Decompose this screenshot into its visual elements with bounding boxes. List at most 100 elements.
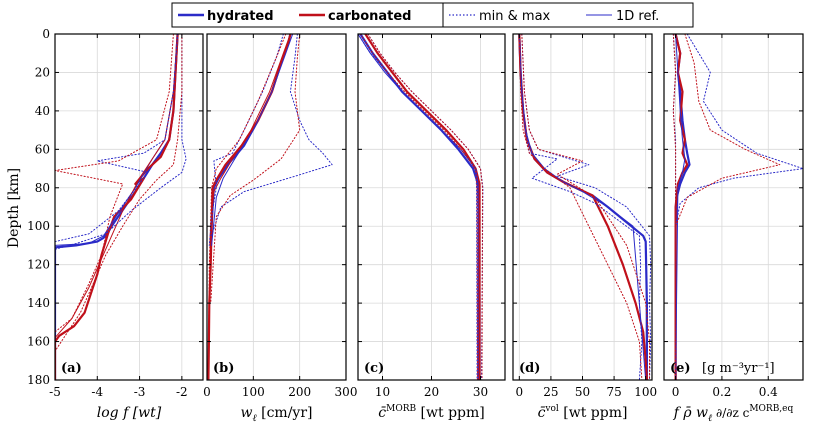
- panel-b: 0 100 200 300 (b) wℓ [cm/yr]: [203, 33, 358, 424]
- panel-e-line-hydrated-max: [675, 34, 803, 227]
- panel-c-xtick-label-2: 30: [473, 385, 488, 399]
- panel-b-tag: (b): [213, 361, 234, 376]
- panel-c-line-carbonated-max: [367, 34, 483, 380]
- panel-b-line-hydrated-min: [208, 34, 284, 246]
- y-tick-label-3: 60: [35, 142, 50, 156]
- panel-c-series: [358, 34, 484, 380]
- panel-e-xtick-label-1: 0.2: [712, 385, 731, 399]
- panel-b-line-carbonated-max: [210, 34, 301, 304]
- panel-a-line-carbonated-min: [55, 34, 174, 380]
- panel-e-line-carbonated-max: [675, 34, 781, 227]
- panel-b-line-carbonated-min: [207, 34, 287, 380]
- panel-d-xlabel-part-0: c̄: [538, 405, 546, 421]
- panel-e-line-carbonated-min: [672, 34, 677, 380]
- legend-right-frame: [442, 2, 694, 28]
- panel-e: 0 0.2 0.4 (e) [g m⁻³yr⁻¹] f ρ̄ wℓ ∂/∂z cMORB,…: [663, 33, 804, 424]
- panel-a-xtick-label-2: -3: [134, 385, 146, 399]
- panel-c-xlabel-part-0: c̄: [378, 405, 386, 421]
- panel-c-xlabel-part-1: MORB: [386, 404, 416, 414]
- panel-d-tag: (d): [519, 361, 540, 376]
- panel-d-xtick-label-1: 25: [543, 385, 558, 399]
- panel-e-series: [672, 34, 803, 380]
- y-axis-label: Depth [km]: [6, 168, 22, 248]
- panel-b-xtick-label-2: 200: [288, 385, 311, 399]
- panel-a-line-carbonated: [55, 34, 179, 380]
- panel-e-xtick-label-2: 0.4: [759, 385, 778, 399]
- panel-d-xlabel-part-1: vol: [544, 404, 559, 414]
- panel-b-xlabel-part-0: w: [241, 405, 253, 421]
- panel-b-xtick-label-1: 100: [242, 385, 265, 399]
- y-tick-label-0: 0: [42, 27, 50, 41]
- panel-e-xlabel-part-1: ℓ: [708, 413, 712, 424]
- panel-d-xlabel: c̄vol [wt ppm]: [538, 404, 628, 421]
- panel-d-xlabel-part-2: [wt ppm]: [559, 405, 628, 421]
- panel-e-xlabel-part-0: f ρ̄ w: [673, 405, 708, 421]
- panel-b-background: [207, 34, 346, 380]
- legend-right: min & max 1D ref.: [442, 2, 694, 28]
- panel-e-unit: [g m⁻³yr⁻¹]: [702, 361, 775, 376]
- panel-e-background: [664, 34, 803, 380]
- panel-c-line-hydrated-1d-ref-: [358, 34, 479, 380]
- panel-a-xtick-label-1: -4: [91, 385, 103, 399]
- panel-e-xlabel-part-3: MORB,eq: [749, 404, 793, 414]
- y-tick-label-8: 160: [27, 335, 50, 349]
- legend-left: hydrated carbonated: [171, 2, 444, 28]
- panel-a-xtick-label-3: -2: [176, 385, 188, 399]
- panel-c-xlabel: c̄MORB [wt ppm]: [378, 404, 484, 421]
- panel-a-xtick-label-0: -5: [49, 385, 61, 399]
- panel-a-line-carbonated-1d-ref-: [55, 34, 179, 380]
- y-tick-label-5: 100: [27, 219, 50, 233]
- panel-c-line-hydrated-min: [358, 34, 478, 380]
- panel-c: 10 20 30 (c) c̄MORB [wt ppm]: [357, 33, 506, 421]
- panel-b-xlabel-part-2: [cm/yr]: [257, 405, 313, 421]
- panel-b-frame: [206, 33, 347, 381]
- panel-e-xlabel-part-2: ∂/∂z c: [712, 406, 749, 420]
- panel-d-xtick-label-2: 50: [575, 385, 590, 399]
- legend-minmax-label: min & max: [479, 9, 551, 24]
- panel-a-tag: (a): [61, 361, 82, 376]
- panel-a-series: [55, 34, 187, 380]
- y-tick-label-1: 20: [35, 65, 50, 79]
- y-tick-label-2: 40: [35, 104, 50, 118]
- panel-b-line-hydrated-1d-ref-: [211, 34, 294, 246]
- panel-c-line-carbonated-min: [359, 34, 479, 380]
- panel-d-xtick-label-0: 0: [515, 385, 523, 399]
- panel-d-xtick-label-4: 100: [634, 385, 657, 399]
- panel-e-frame: [663, 33, 804, 381]
- y-tick-label-9: 180: [27, 373, 50, 387]
- panel-a-line-hydrated-max: [55, 34, 187, 380]
- legend-hydrated-label: hydrated: [207, 9, 274, 24]
- panel-b-xtick-label-0: 0: [203, 385, 211, 399]
- panel-a-frame: [54, 33, 204, 381]
- legend-carbonated-label: carbonated: [328, 9, 412, 24]
- panel-d-line-carbonated-max: [521, 34, 650, 380]
- panel-b-series: [207, 34, 333, 380]
- panel-b-xlabel-part-1: ℓ: [253, 413, 257, 424]
- panel-c-xlabel-part-2: [wt ppm]: [416, 405, 485, 421]
- panel-b-line-hydrated-max: [211, 34, 333, 237]
- panel-c-xtick-label-1: 20: [424, 385, 439, 399]
- panel-c-line-carbonated: [364, 34, 481, 380]
- panel-b-xtick-label-3: 300: [335, 385, 358, 399]
- panel-a-xlabel: log f [wt]: [97, 405, 162, 421]
- panel-d-line-carbonated-min: [518, 34, 643, 380]
- panel-c-tag: (c): [364, 361, 384, 376]
- panel-e-xlabel: f ρ̄ wℓ ∂/∂z cMORB,eq: [673, 404, 794, 424]
- panel-e-tag: (e): [670, 361, 691, 376]
- panel-b-xlabel: wℓ [cm/yr]: [241, 405, 313, 424]
- panel-d-line-hydrated-min: [518, 34, 643, 380]
- y-tick-label-6: 120: [27, 258, 50, 272]
- panel-a: -5 -4 -3 -2 0 20 40 60 80 100 120 140 160 180 (a) log f…: [27, 27, 204, 421]
- panel-a-background: [55, 34, 203, 380]
- y-tick-label-4: 80: [35, 181, 50, 195]
- panel-d: 0 25 50 75 100 (d) c̄vol [wt ppm]: [512, 33, 657, 421]
- panel-c-xtick-label-0: 10: [375, 385, 390, 399]
- panel-e-line-hydrated-1d-ref-: [675, 34, 686, 380]
- panel-e-xtick-label-0: 0: [672, 385, 680, 399]
- panel-a-line-hydrated-min: [55, 34, 179, 380]
- legend-ref1d-label: 1D ref.: [616, 9, 659, 24]
- panel-d-xtick-label-3: 75: [606, 385, 621, 399]
- panel-a-xlabel-part-0: log f [wt]: [97, 405, 162, 421]
